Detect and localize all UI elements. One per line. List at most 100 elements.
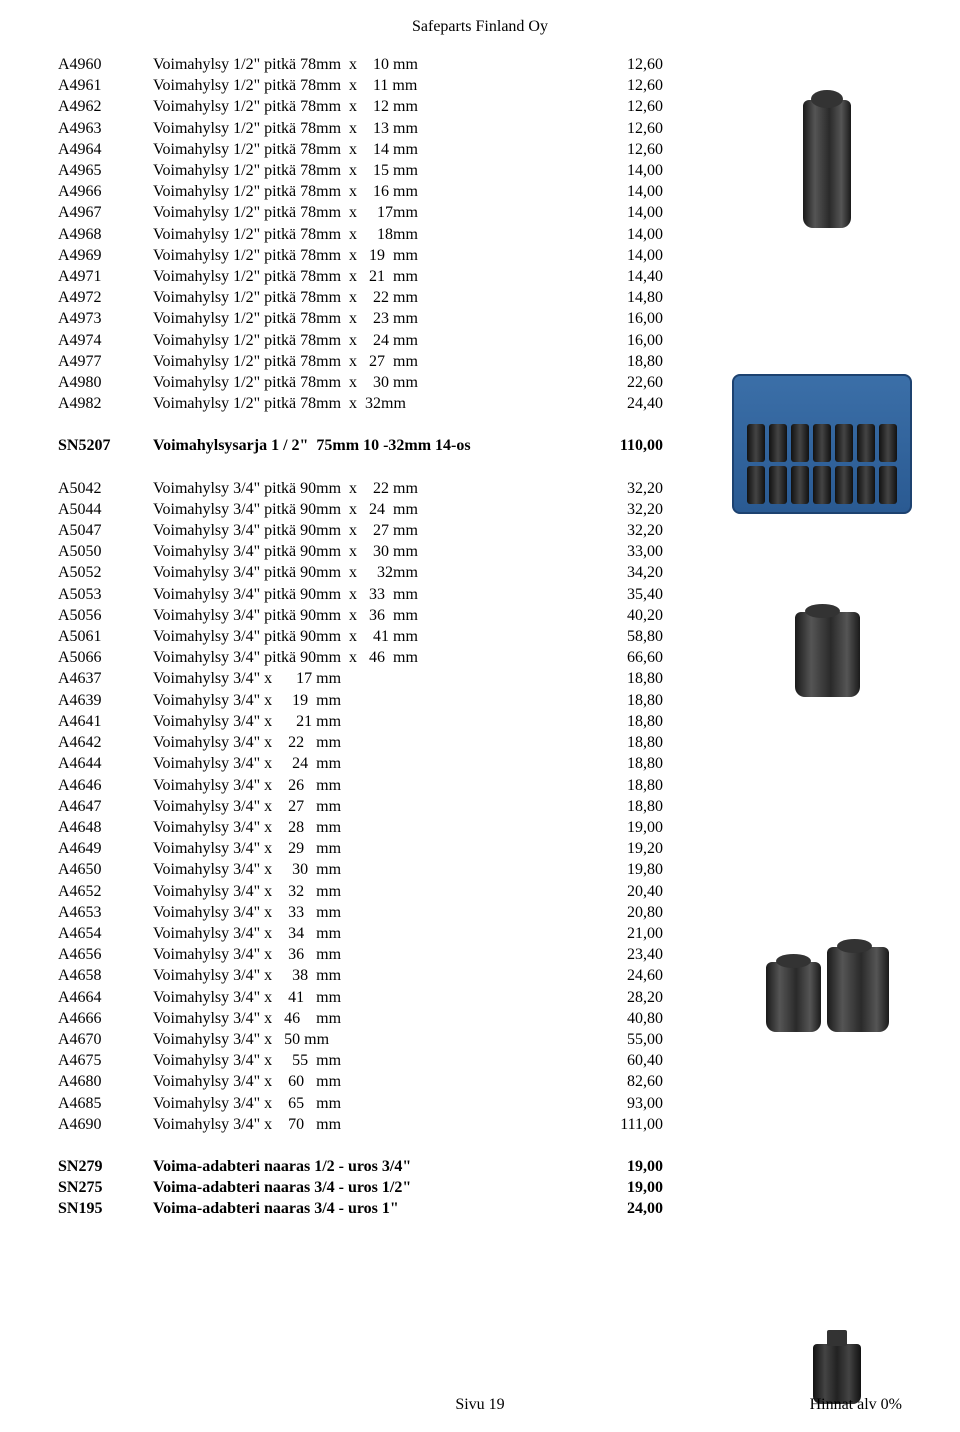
product-code: A4964 [58, 139, 153, 160]
product-description: Voimahylsy 3/4" pitkä 90mm x 46 mm [153, 647, 583, 668]
product-code: A4963 [58, 118, 153, 139]
price-row: A4977Voimahylsy 1/2" pitkä 78mm x 27 mm1… [58, 351, 698, 372]
product-code: A4966 [58, 181, 153, 202]
product-code: A4977 [58, 351, 153, 372]
product-description: Voimahylsy 3/4" x 33 mm [153, 902, 583, 923]
product-description: Voimahylsy 3/4" x 26 mm [153, 775, 583, 796]
product-code: A5042 [58, 478, 153, 499]
price-row: A4641Voimahylsy 3/4" x 21 mm18,80 [58, 711, 698, 732]
product-code: A4960 [58, 54, 153, 75]
price-row: A4670Voimahylsy 3/4" x 50 mm55,00 [58, 1029, 698, 1050]
product-description: Voimahylsy 3/4" x 55 mm [153, 1050, 583, 1071]
product-code: A4675 [58, 1050, 153, 1071]
product-code: A4962 [58, 96, 153, 117]
product-code: A4980 [58, 372, 153, 393]
product-code: A4647 [58, 796, 153, 817]
product-price: 24,40 [583, 393, 663, 414]
product-description: Voima-adabteri naaras 1/2 - uros 3/4" [153, 1156, 583, 1177]
price-row: A4650Voimahylsy 3/4" x 30 mm19,80 [58, 859, 698, 880]
product-price: 18,80 [583, 732, 663, 753]
price-row: SN195Voima-adabteri naaras 3/4 - uros 1"… [58, 1198, 698, 1219]
product-code: A4670 [58, 1029, 153, 1050]
product-price: 12,60 [583, 75, 663, 96]
product-code: A4649 [58, 838, 153, 859]
price-row: A5044Voimahylsy 3/4" pitkä 90mm x 24 mm3… [58, 499, 698, 520]
product-description: Voimahylsy 3/4" x 21 mm [153, 711, 583, 732]
price-row: A4964Voimahylsy 1/2" pitkä 78mm x 14 mm1… [58, 139, 698, 160]
product-price: 34,20 [583, 562, 663, 583]
price-row: A4980Voimahylsy 1/2" pitkä 78mm x 30 mm2… [58, 372, 698, 393]
price-row: A4664Voimahylsy 3/4" x 41 mm28,20 [58, 987, 698, 1008]
product-code: A4690 [58, 1114, 153, 1135]
price-row: SN5207Voimahylsysarja 1 / 2" 75mm 10 -32… [58, 435, 698, 456]
product-price: 18,80 [583, 796, 663, 817]
product-code: A4971 [58, 266, 153, 287]
price-row: SN279Voima-adabteri naaras 1/2 - uros 3/… [58, 1156, 698, 1177]
product-price: 24,60 [583, 965, 663, 986]
product-code: A4654 [58, 923, 153, 944]
price-row: A5047Voimahylsy 3/4" pitkä 90mm x 27 mm3… [58, 520, 698, 541]
blank-line [58, 1135, 698, 1156]
price-row: A4971Voimahylsy 1/2" pitkä 78mm x 21 mm1… [58, 266, 698, 287]
product-price: 14,40 [583, 266, 663, 287]
product-description: Voimahylsy 1/2" pitkä 78mm x 18mm [153, 224, 583, 245]
product-description: Voimahylsy 1/2" pitkä 78mm x 11 mm [153, 75, 583, 96]
price-row: A4656Voimahylsy 3/4" x 36 mm23,40 [58, 944, 698, 965]
product-description: Voimahylsy 1/2" pitkä 78mm x 17mm [153, 202, 583, 223]
product-price: 14,00 [583, 160, 663, 181]
product-price: 19,00 [583, 1156, 663, 1177]
product-description: Voimahylsy 3/4" x 60 mm [153, 1071, 583, 1092]
product-price: 55,00 [583, 1029, 663, 1050]
product-price: 66,60 [583, 647, 663, 668]
product-description: Voimahylsy 3/4" x 46 mm [153, 1008, 583, 1029]
product-description: Voimahylsy 3/4" pitkä 90mm x 36 mm [153, 605, 583, 626]
product-price: 12,60 [583, 139, 663, 160]
product-description: Voimahylsy 3/4" x 32 mm [153, 881, 583, 902]
product-description: Voimahylsy 3/4" x 24 mm [153, 753, 583, 774]
price-row: A5050Voimahylsy 3/4" pitkä 90mm x 30 mm3… [58, 541, 698, 562]
product-price: 21,00 [583, 923, 663, 944]
price-row: A4982Voimahylsy 1/2" pitkä 78mm x 32mm24… [58, 393, 698, 414]
product-description: Voimahylsy 1/2" pitkä 78mm x 19 mm [153, 245, 583, 266]
product-price: 18,80 [583, 351, 663, 372]
product-images-column [717, 54, 932, 1354]
product-code: A4972 [58, 287, 153, 308]
price-row: A4690Voimahylsy 3/4" x 70 mm111,00 [58, 1114, 698, 1135]
product-code: A4973 [58, 308, 153, 329]
product-price: 58,80 [583, 626, 663, 647]
product-price: 18,80 [583, 690, 663, 711]
price-row: A4972Voimahylsy 1/2" pitkä 78mm x 22 mm1… [58, 287, 698, 308]
product-price: 22,60 [583, 372, 663, 393]
product-code: SN275 [58, 1177, 153, 1198]
product-price: 14,00 [583, 245, 663, 266]
product-code: A4641 [58, 711, 153, 732]
product-description: Voimahylsy 3/4" x 19 mm [153, 690, 583, 711]
product-price: 24,00 [583, 1198, 663, 1219]
product-description: Voimahylsy 1/2" pitkä 78mm x 30 mm [153, 372, 583, 393]
product-price: 16,00 [583, 308, 663, 329]
product-code: A4656 [58, 944, 153, 965]
product-price: 12,60 [583, 54, 663, 75]
price-row: A5061Voimahylsy 3/4" pitkä 90mm x 41 mm5… [58, 626, 698, 647]
impact-socket-pair-image [742, 934, 912, 1044]
price-row: A4666Voimahylsy 3/4" x 46 mm40,80 [58, 1008, 698, 1029]
product-price: 60,40 [583, 1050, 663, 1071]
product-price: 19,20 [583, 838, 663, 859]
product-description: Voimahylsy 3/4" x 65 mm [153, 1093, 583, 1114]
price-row: A4658Voimahylsy 3/4" x 38 mm24,60 [58, 965, 698, 986]
product-description: Voimahylsy 3/4" x 27 mm [153, 796, 583, 817]
product-code: A4967 [58, 202, 153, 223]
product-description: Voimahylsy 1/2" pitkä 78mm x 12 mm [153, 96, 583, 117]
price-row: A4648Voimahylsy 3/4" x 28 mm19,00 [58, 817, 698, 838]
product-price: 82,60 [583, 1071, 663, 1092]
product-code: SN195 [58, 1198, 153, 1219]
price-row: A4649Voimahylsy 3/4" x 29 mm19,20 [58, 838, 698, 859]
product-description: Voimahylsy 1/2" pitkä 78mm x 27 mm [153, 351, 583, 372]
product-code: A4969 [58, 245, 153, 266]
product-code: SN279 [58, 1156, 153, 1177]
product-description: Voimahylsy 3/4" x 28 mm [153, 817, 583, 838]
product-price: 93,00 [583, 1093, 663, 1114]
price-row: A4962Voimahylsy 1/2" pitkä 78mm x 12 mm1… [58, 96, 698, 117]
product-code: A4666 [58, 1008, 153, 1029]
product-price: 23,40 [583, 944, 663, 965]
